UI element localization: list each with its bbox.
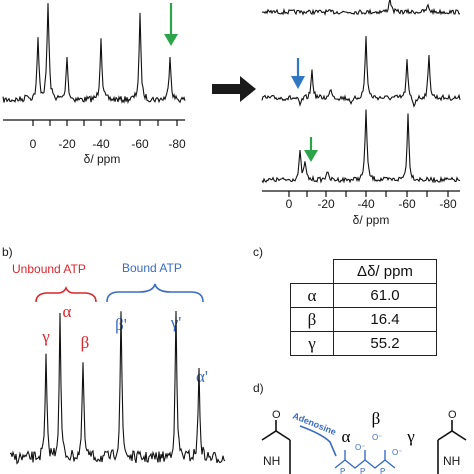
left-nh-label: NH	[263, 454, 280, 468]
right-tick-label-1: -20	[317, 197, 335, 211]
table-value-beta: 16.4	[333, 307, 437, 332]
unbound-gamma-label: γ	[41, 327, 50, 346]
left-amide	[261, 420, 291, 474]
table-symbol-alpha: α	[290, 283, 334, 308]
unbound-atp-label: Unbound ATP	[12, 262, 86, 276]
left-spectrum-trace	[2, 3, 186, 105]
table-value-gamma: 55.2	[333, 331, 437, 356]
right-tick-label-4: -80	[439, 197, 457, 211]
phosphate-chain	[334, 450, 396, 469]
bound-alpha-label: α'	[196, 367, 208, 386]
table-corner-cell	[291, 260, 334, 284]
left-axis-label: δ/ ppm	[84, 152, 121, 166]
right-amide	[437, 420, 467, 474]
structure-gamma-label: γ	[406, 427, 415, 446]
table-row: α 61.0	[290, 283, 437, 308]
o-minus-gamma: O⁻	[392, 448, 402, 457]
panel-d: d) β α γ Adenosine O⁻ O⁻ O⁻ P P P O NH	[253, 381, 467, 474]
panel-b-spectrum-trace	[9, 310, 226, 465]
panel-d-label: d)	[253, 381, 264, 395]
right-tick-label-0: 0	[286, 197, 293, 211]
structure-alpha-label: α	[342, 427, 351, 446]
o-minus-beta: O⁻	[372, 433, 382, 442]
left-tick-label-3: -60	[131, 137, 149, 151]
phosphorus-2: P	[360, 467, 365, 474]
adenosine-label: Adenosine	[291, 411, 337, 438]
table-symbol-gamma: γ	[290, 331, 334, 356]
right-tick-label-2: -40	[357, 197, 375, 211]
left-tick-label-1: -20	[58, 137, 76, 151]
right-spectrum-top-trace	[261, 0, 461, 16]
left-tick-label-0: 0	[30, 137, 37, 151]
left-tick-label-2: -40	[92, 137, 110, 151]
right-spectrum-bottom-trace	[261, 109, 461, 184]
right-axis-label: δ/ ppm	[353, 213, 390, 227]
table-row: γ 55.2	[290, 331, 437, 356]
right-tick-label-3: -60	[398, 197, 416, 211]
bound-bracket	[106, 283, 204, 303]
green-arrow-left	[164, 3, 178, 46]
right-spectrum-middle-trace	[261, 36, 461, 108]
unbound-beta-label: β	[81, 333, 90, 352]
table-symbol-beta: β	[290, 307, 334, 332]
table-row: β 16.4	[290, 307, 437, 332]
left-tick-label-4: -80	[168, 137, 186, 151]
bound-atp-label: Bound ATP	[122, 261, 182, 275]
panel-c-label: c)	[253, 245, 263, 259]
unbound-alpha-label: α	[63, 302, 72, 321]
phosphorus-3: P	[380, 467, 385, 474]
green-arrow-right	[304, 137, 318, 162]
table-header-row: Δδ/ ppm	[291, 259, 437, 284]
panel-b-label: b)	[2, 245, 13, 259]
shift-difference-table: Δδ/ ppm α 61.0 β 16.4 γ 55.2	[290, 259, 437, 356]
adenosine-tether	[299, 425, 337, 457]
structure-beta-label: β	[372, 409, 381, 428]
right-spectra-ticks	[288, 191, 449, 197]
unbound-bracket	[35, 285, 97, 303]
table-header: Δδ/ ppm	[333, 259, 437, 284]
blue-arrow	[291, 58, 305, 89]
left-spectrum: 0 -20 -40 -60 -80 δ/ ppm	[2, 3, 186, 166]
left-amide-o: O	[272, 409, 281, 421]
table-value-alpha: 61.0	[333, 283, 437, 308]
right-amide-o: O	[448, 409, 457, 421]
right-nh-label: NH	[443, 454, 460, 468]
left-spectrum-ticks	[32, 120, 178, 126]
o-minus-alpha: O⁻	[355, 443, 365, 452]
panel-b: b) Unbound ATP Bound ATP α γ β β' γ' α'	[2, 245, 226, 465]
right-spectra: 0 -20 -40 -60 -80 δ/ ppm	[261, 0, 461, 227]
transition-arrow	[212, 76, 256, 102]
phosphorus-1: P	[340, 467, 345, 474]
